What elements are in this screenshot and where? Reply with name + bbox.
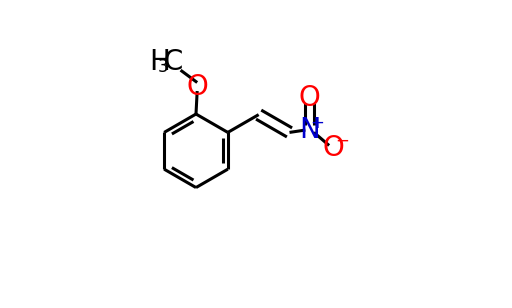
Text: 3: 3	[157, 58, 168, 76]
Text: −: −	[335, 132, 349, 150]
Text: O: O	[186, 73, 208, 101]
Text: O: O	[299, 84, 321, 112]
Text: +: +	[310, 114, 324, 132]
Text: O: O	[323, 134, 344, 162]
Text: C: C	[163, 48, 183, 76]
Text: N: N	[300, 116, 320, 144]
Text: H: H	[150, 48, 170, 76]
